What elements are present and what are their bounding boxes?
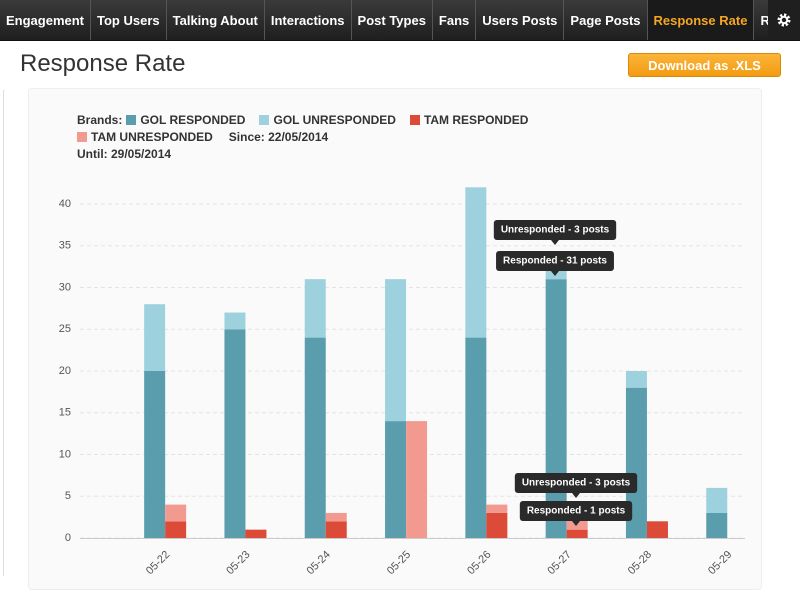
tooltip: Unresponded - 3 posts [514,473,638,498]
y-tick-label: 0 [65,532,71,544]
nav-tab[interactable]: Engagement [0,0,92,40]
nav-tab[interactable]: Response Rate [647,0,755,40]
bar [224,329,246,538]
tooltip: Responded - 31 posts [496,251,614,276]
bar [144,371,166,538]
bar [706,512,728,538]
bar [245,529,267,538]
legend-swatch [409,115,420,125]
tooltip-pointer [572,493,580,498]
x-tick-label: 05-23 [224,549,252,576]
bar [304,337,326,538]
y-tick-label: 20 [59,365,71,377]
nav-tab[interactable]: Talking About [166,0,265,40]
nav-tab[interactable]: Users Posts [476,0,565,40]
tooltip-text: Unresponded - 3 posts [501,225,610,236]
x-tick-label: 05-24 [305,549,333,576]
download-button[interactable]: Download as .XLS [628,53,781,77]
settings-button[interactable] [768,0,800,40]
y-tick-label: 40 [59,198,71,210]
legend-item: TAM UNRESPONDED [77,130,213,144]
legend-label: Brands: [77,113,123,127]
bar [646,521,668,538]
y-tick-label: 25 [59,323,71,335]
y-tick-label: 5 [65,490,71,502]
y-tick-label: 10 [59,448,71,460]
bar [465,187,487,338]
tooltip: Responded - 1 posts [519,501,633,526]
x-tick-label: 05-22 [144,549,172,576]
until-label: Until: 29/05/2014 [77,147,172,161]
nav-tab[interactable]: Top Users [91,0,167,40]
nav-bar: Engagement Top Users Talking About Interact… [0,0,800,41]
bar [465,337,487,538]
bar [144,304,166,371]
since-label: Since: 22/05/2014 [228,130,329,144]
legend-item: TAM RESPONDED [409,113,529,127]
legend-item: GOL RESPONDED [126,113,245,127]
bar [406,421,428,538]
bar [325,512,347,522]
legend-swatch [259,115,270,125]
bar [486,504,508,513]
legend: Brands: GOL RESPONDED GOL UNRESPONDED TAM R… [77,112,717,163]
bar [486,512,508,538]
tooltip-text: Responded - 1 posts [527,506,626,517]
bar [625,371,647,388]
x-tick-label: 05-27 [545,549,573,576]
y-tick-label: 15 [59,407,71,419]
tooltip-text: Responded - 31 posts [503,256,607,267]
page-title: Response Rate [20,50,186,77]
nav-tab[interactable]: Page Posts [564,0,648,40]
tooltip: Unresponded - 3 posts [493,220,617,245]
bar [385,279,407,422]
bar [165,504,187,522]
bar [224,312,246,330]
legend-swatch [126,115,137,125]
x-tick-label: 05-28 [626,549,654,576]
bar [625,387,647,538]
nav-tab[interactable]: Response Time [754,0,768,40]
tab-list: Engagement Top Users Talking About Interact… [0,0,768,40]
tooltip-text: Unresponded - 3 posts [522,478,631,489]
nav-tab[interactable]: Interactions [264,0,352,40]
bar [706,487,728,513]
legend-text: TAM RESPONDED [423,113,529,127]
bar [385,421,407,538]
legend-text: GOL RESPONDED [140,113,246,127]
nav-tab[interactable]: Fans [432,0,477,40]
tooltip-box [493,220,617,240]
bar [566,529,588,538]
x-tick-label: 05-26 [465,549,493,576]
tooltip-box [514,473,638,493]
divider [3,90,4,576]
nav-tab[interactable]: Post Types [351,0,433,40]
x-tick-label: 05-25 [385,549,413,576]
bar [304,279,326,338]
x-tick-label: 05-29 [706,549,734,576]
y-tick-label: 30 [59,281,71,293]
gear-icon [777,13,791,27]
y-tick-label: 35 [59,240,71,252]
legend-item: GOL UNRESPONDED [259,113,396,127]
tooltip-pointer [551,271,559,276]
legend-text: GOL UNRESPONDED [273,113,396,127]
bar [325,521,347,538]
chart: 0 5 10 15 20 25 30 35 40 05-22 05-23 05-24 05-25 05-2… [59,187,745,576]
legend-swatch [77,132,87,142]
tooltip-box [519,501,633,521]
bar [545,279,567,538]
tooltip-pointer [551,240,559,245]
legend-text: TAM UNRESPONDED [91,130,213,144]
tooltip-pointer [572,521,580,526]
bar [165,521,187,538]
tooltip-box [496,251,614,271]
